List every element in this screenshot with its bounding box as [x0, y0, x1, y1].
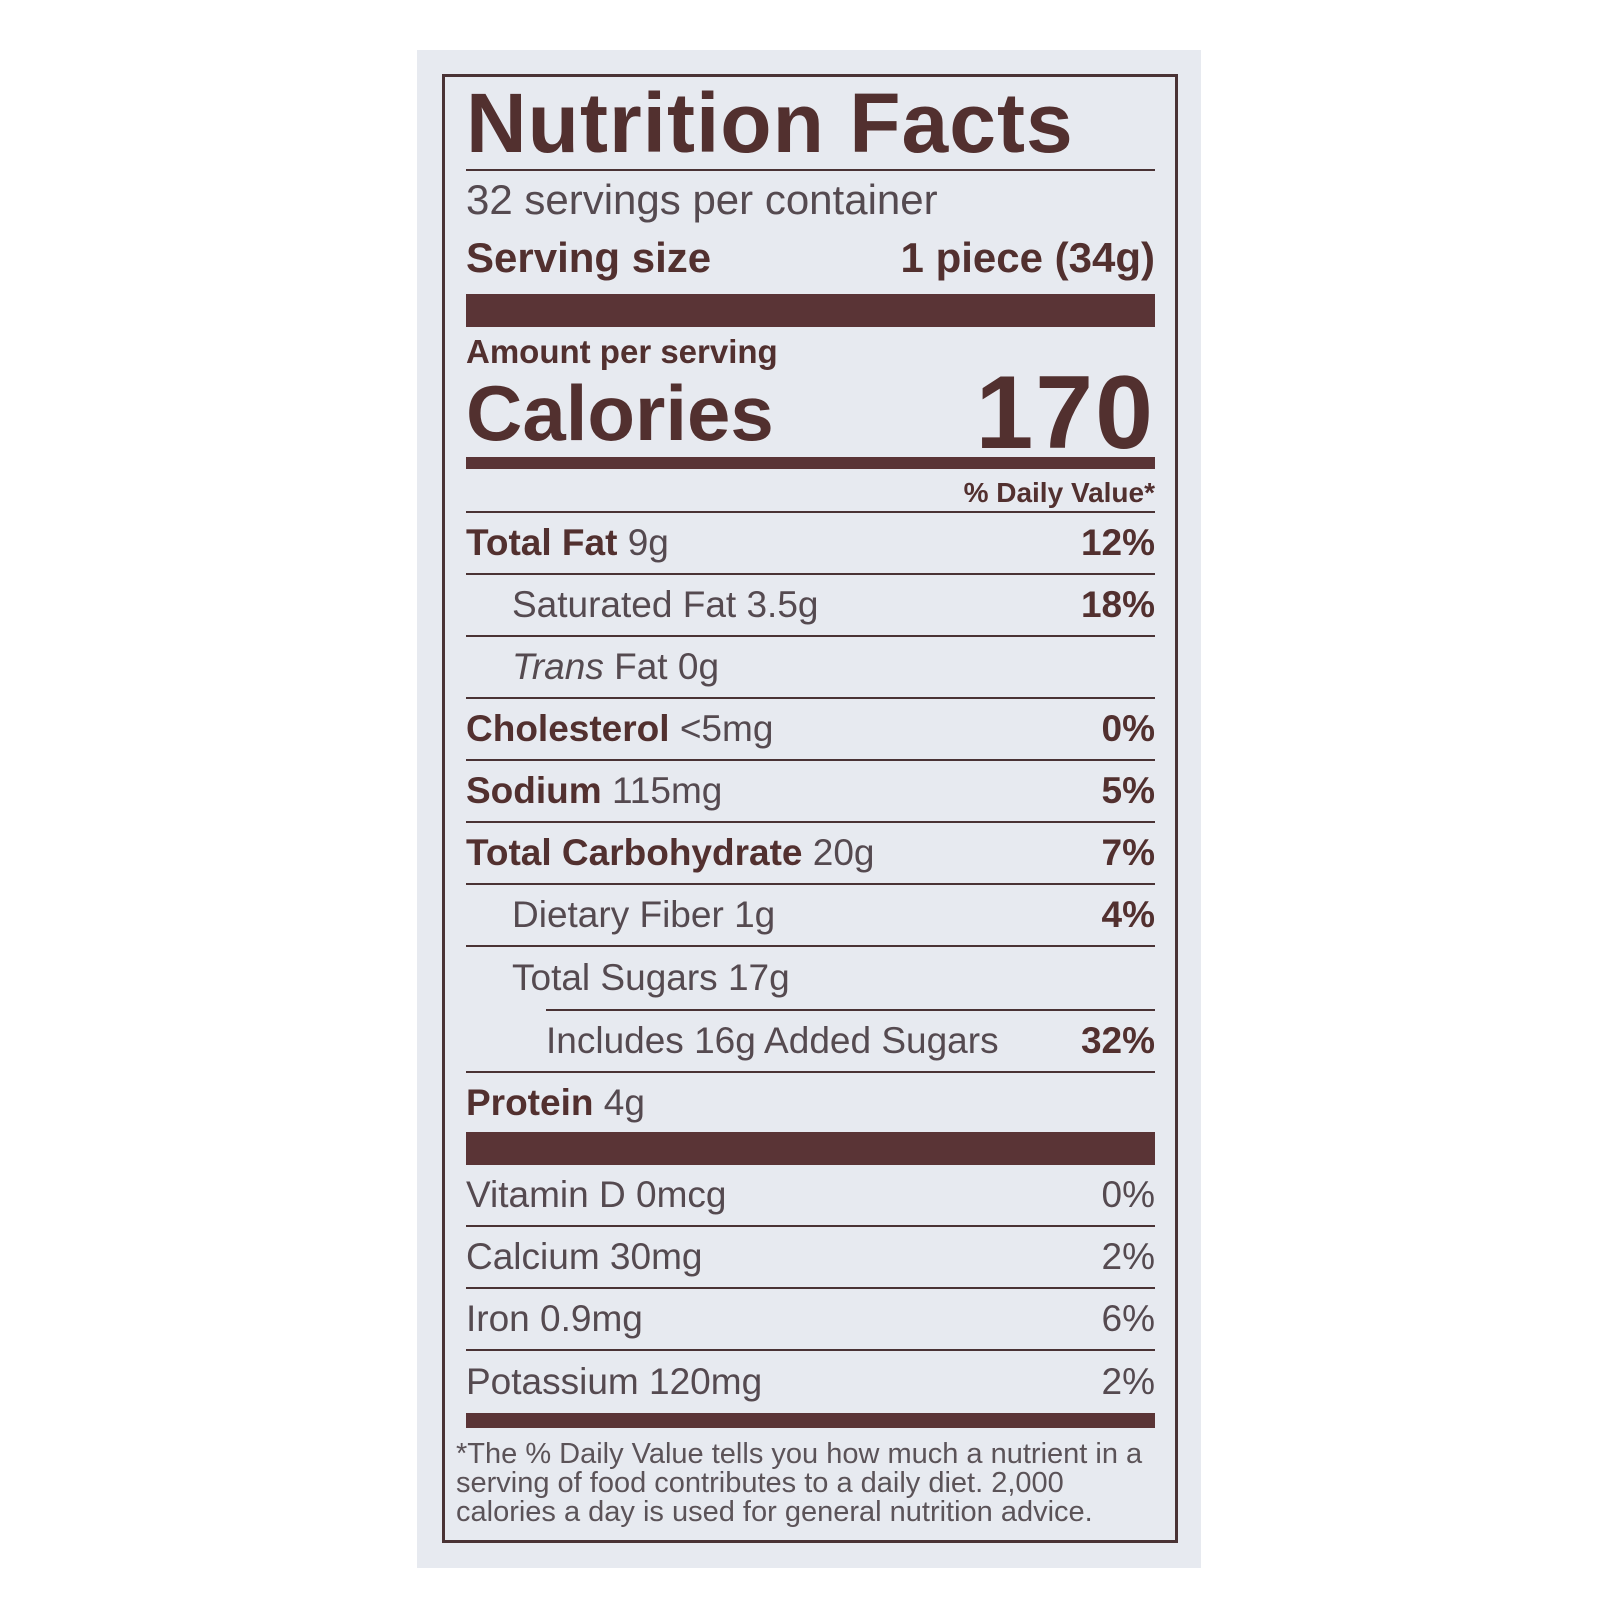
- vitamin-dv: 2%: [1101, 1236, 1155, 1277]
- servings-per-container: 32 servings per container: [466, 176, 938, 223]
- label-border: [442, 74, 1178, 1543]
- vitamin-row: Calcium 30mg 2%: [466, 1227, 1155, 1289]
- medium-divider: [466, 457, 1155, 469]
- calories-label: Calories: [466, 369, 774, 457]
- nutrient-row-trans-fat: Trans Fat 0g: [466, 637, 1155, 699]
- sub-divider: [546, 1009, 1155, 1011]
- nutrient-dv: 5%: [1101, 770, 1155, 811]
- nutrient-row-total-carbohydrate: Total Carbohydrate 20g 7%: [466, 823, 1155, 885]
- vitamin-row: Potassium 120mg 2%: [466, 1351, 1155, 1413]
- footer-divider: [466, 1413, 1155, 1428]
- nutrient-name: Trans: [512, 646, 604, 687]
- vitamin-label: Iron 0.9mg: [466, 1298, 643, 1339]
- nutrient-amount: 1g: [734, 894, 776, 935]
- nutrient-dv: 12%: [1080, 522, 1155, 563]
- serving-size-label: Serving size: [466, 234, 712, 281]
- serving-size-row: Serving size 1 piece (34g): [466, 229, 1155, 294]
- nutrient-row-total-sugars: Total Sugars 17g: [466, 947, 1155, 1009]
- vitamin-dv: 6%: [1101, 1298, 1155, 1339]
- nutrient-row-total-fat: Total Fat 9g 12%: [466, 513, 1155, 575]
- nutrient-name: Saturated Fat: [512, 584, 737, 625]
- nutrient-name: Protein: [466, 1081, 594, 1123]
- daily-value-header: % Daily Value*: [466, 469, 1155, 513]
- vitamin-label: Vitamin D 0mcg: [466, 1174, 727, 1215]
- nutrient-amount: <5mg: [679, 708, 774, 749]
- nutrient-dv: 0%: [1101, 708, 1155, 749]
- label-title: Nutrition Facts: [466, 77, 1155, 171]
- calories-value: 170: [975, 355, 1155, 471]
- nutrient-amount: 3.5g: [746, 584, 819, 625]
- vitamin-row: Iron 0.9mg 6%: [466, 1289, 1155, 1351]
- nutrient-amount: 20g: [812, 832, 875, 873]
- nutrient-name: Total Carbohydrate: [466, 832, 803, 873]
- footnote: *The % Daily Value tells you how much a …: [456, 1438, 1143, 1528]
- thick-divider: [466, 294, 1155, 327]
- nutrient-name-rest: Fat: [614, 646, 668, 687]
- nutrient-amount: 0g: [677, 646, 720, 687]
- nutrient-name: Cholesterol: [466, 708, 670, 749]
- nutrient-dv: 32%: [1080, 1020, 1155, 1061]
- nutrient-amount: 17g: [727, 957, 790, 998]
- amount-per-serving: Amount per serving: [466, 333, 778, 370]
- vitamin-label: Calcium 30mg: [466, 1236, 703, 1277]
- calories-row: Calories 170: [466, 355, 1155, 471]
- nutrient-dv: 18%: [1080, 584, 1155, 625]
- nutrient-amount: 115mg: [611, 770, 723, 811]
- thick-divider: [466, 1132, 1155, 1165]
- nutrient-dv: 4%: [1101, 894, 1155, 935]
- nutrient-name: Includes 16g Added Sugars: [546, 1020, 999, 1061]
- nutrient-row-protein: Protein 4g: [466, 1073, 1155, 1132]
- vitamin-dv: 0%: [1101, 1174, 1155, 1215]
- vitamin-label: Potassium 120mg: [466, 1361, 763, 1402]
- nutrient-row-sodium: Sodium 115mg 5%: [466, 761, 1155, 823]
- nutrient-amount: 4g: [603, 1081, 645, 1123]
- nutrient-row-added-sugars: Includes 16g Added Sugars 32%: [466, 1011, 1155, 1073]
- nutrient-name: Dietary Fiber: [512, 894, 724, 935]
- nutrient-row-saturated-fat: Saturated Fat 3.5g 18%: [466, 575, 1155, 637]
- nutrient-row-dietary-fiber: Dietary Fiber 1g 4%: [466, 885, 1155, 947]
- nutrient-amount: 9g: [627, 522, 669, 563]
- serving-size-value: 1 piece (34g): [900, 234, 1155, 281]
- vitamin-row: Vitamin D 0mcg 0%: [466, 1165, 1155, 1227]
- nutrient-name: Total Sugars: [512, 957, 718, 998]
- nutrition-facts-label: Nutrition Facts 32 servings per containe…: [456, 77, 1155, 1527]
- vitamin-dv: 2%: [1101, 1361, 1155, 1402]
- nutrient-name: Sodium: [466, 770, 602, 811]
- nutrient-dv: 7%: [1101, 832, 1155, 873]
- nutrient-row-cholesterol: Cholesterol <5mg 0%: [466, 699, 1155, 761]
- nutrient-name: Total Fat: [466, 522, 618, 563]
